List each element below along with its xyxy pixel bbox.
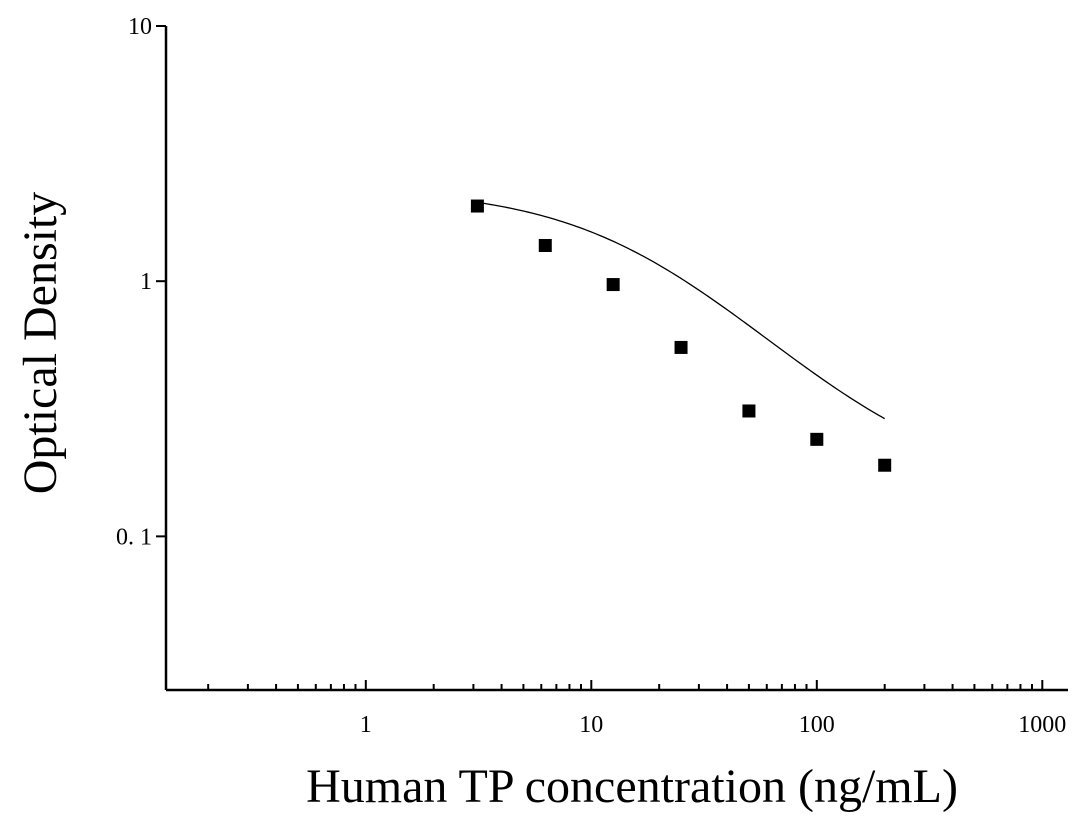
data-point <box>538 238 552 252</box>
data-point <box>470 199 484 213</box>
data-points <box>470 199 892 472</box>
data-point <box>674 340 688 354</box>
x-tick-label: 1000 <box>1018 712 1066 738</box>
data-point <box>742 404 756 418</box>
y-tick-label: 0. 1 <box>116 524 152 550</box>
data-point <box>810 432 824 446</box>
y-ticks <box>156 25 166 538</box>
x-tick-labels: 1 10 100 1000 <box>360 712 1067 738</box>
y-tick-labels: 0. 1 1 10 <box>116 14 152 550</box>
fit-curve <box>477 201 886 420</box>
y-axis-title: Optical Density <box>14 192 67 495</box>
y-tick-label: 10 <box>128 14 152 40</box>
x-ticks <box>207 680 1044 690</box>
data-point <box>878 458 892 472</box>
y-tick-label: 1 <box>140 269 152 295</box>
axes <box>164 26 1068 692</box>
x-axis-title: Human TP concentration (ng/mL) <box>306 760 958 813</box>
x-tick-label: 10 <box>579 712 603 738</box>
data-point <box>606 278 620 292</box>
x-tick-label: 100 <box>799 712 835 738</box>
x-tick-label: 1 <box>360 712 372 738</box>
